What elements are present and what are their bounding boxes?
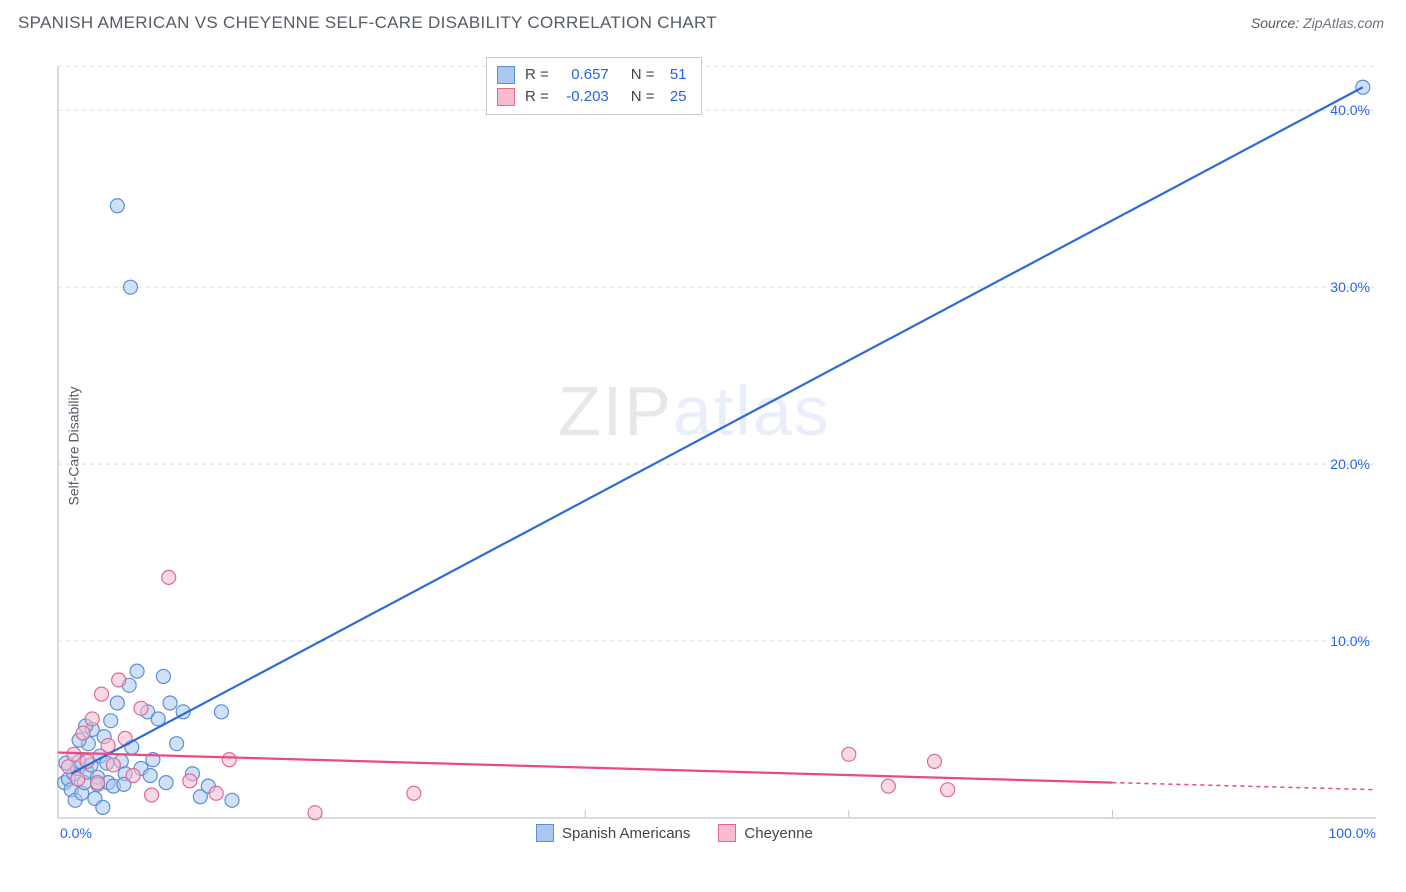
svg-text:10.0%: 10.0%: [1330, 633, 1370, 649]
chart-svg: 10.0% 20.0% 30.0% 40.0%: [48, 56, 1386, 846]
x-axis-max-label: 100.0%: [1329, 825, 1376, 841]
source-attribution: Source: ZipAtlas.com: [1251, 15, 1384, 31]
stats-n-value-1: 25: [661, 86, 687, 108]
source-label: Source:: [1251, 15, 1303, 31]
svg-text:40.0%: 40.0%: [1330, 102, 1370, 118]
legend-label-0: Spanish Americans: [562, 825, 690, 842]
header: SPANISH AMERICAN VS CHEYENNE SELF-CARE D…: [0, 0, 1406, 46]
svg-text:20.0%: 20.0%: [1330, 456, 1370, 472]
stats-swatch-0: [497, 66, 515, 84]
stats-r-value-0: 0.657: [555, 64, 609, 86]
stats-row-0: R = 0.657 N = 51: [497, 64, 687, 86]
bottom-legend: Spanish Americans Cheyenne: [536, 824, 813, 842]
legend-item-0: Spanish Americans: [536, 824, 690, 842]
source-value: ZipAtlas.com: [1303, 15, 1384, 31]
legend-swatch-1: [718, 824, 736, 842]
chart-title: SPANISH AMERICAN VS CHEYENNE SELF-CARE D…: [18, 13, 717, 33]
stats-n-label-0: N =: [631, 64, 655, 86]
stats-r-label-1: R =: [525, 86, 549, 108]
x-axis-min-label: 0.0%: [60, 825, 92, 841]
stats-n-value-0: 51: [661, 64, 687, 86]
legend-swatch-0: [536, 824, 554, 842]
stats-row-1: R = -0.203 N = 25: [497, 86, 687, 108]
plot-area: 10.0%20.0%30.0%40.0% ZIPatlas R = 0.657 …: [48, 56, 1386, 846]
stats-r-label-0: R =: [525, 64, 549, 86]
svg-text:30.0%: 30.0%: [1330, 279, 1370, 295]
legend-label-1: Cheyenne: [744, 825, 812, 842]
stats-legend-box: R = 0.657 N = 51 R = -0.203 N = 25: [486, 57, 702, 115]
stats-n-label-1: N =: [631, 86, 655, 108]
stats-swatch-1: [497, 88, 515, 106]
legend-item-1: Cheyenne: [718, 824, 812, 842]
stats-r-value-1: -0.203: [555, 86, 609, 108]
